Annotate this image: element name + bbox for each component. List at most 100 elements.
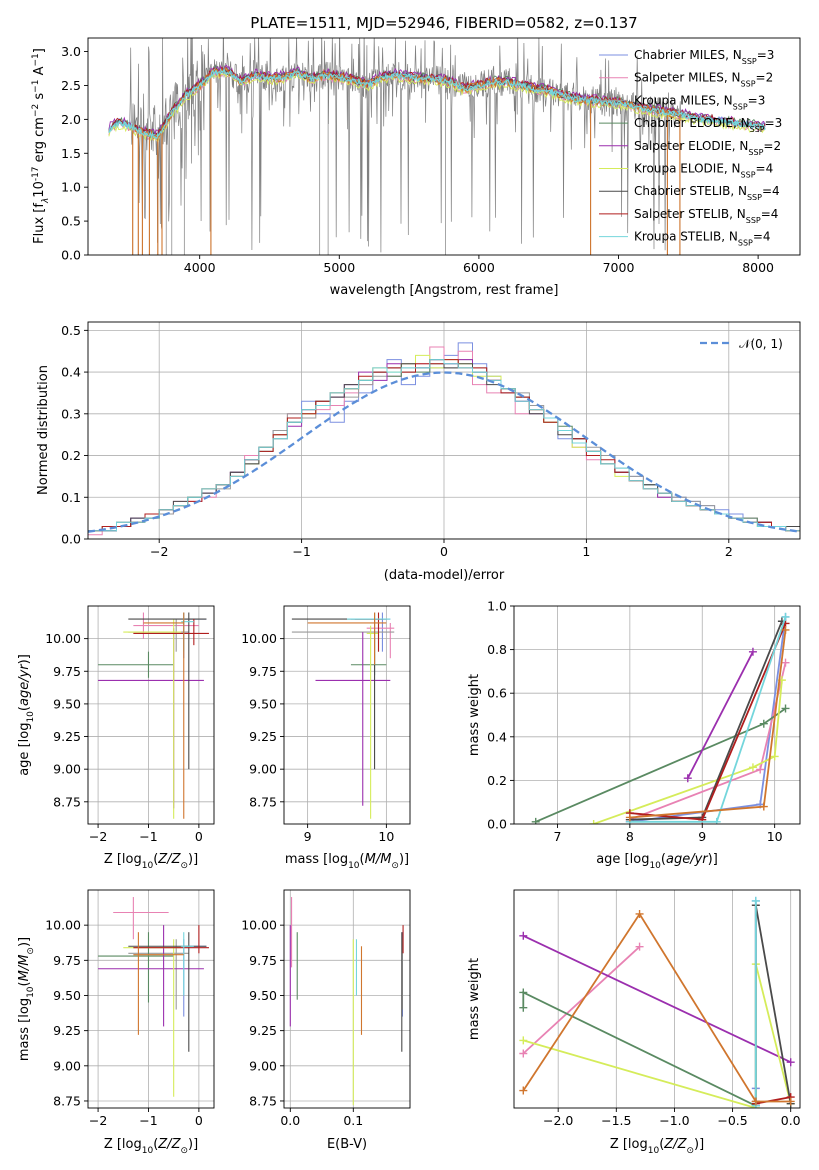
y-tick-label: 0.2 [61, 448, 81, 463]
legend-label: Kroupa ELODIE, NSSP=4 [634, 162, 773, 180]
x-tick-label: 7000 [603, 260, 635, 275]
x-tick-label: 6000 [463, 260, 495, 275]
legend-label: Chabrier ELODIE, NSSP=3 [634, 116, 782, 134]
weight-marker [683, 774, 692, 783]
model-spectrum-kroupa-elodie [108, 71, 766, 144]
axes-frame: 4000 5000 6000 7000 8000 0.0 0.5 1.0 1.5 2.0 2.5 3.… [31, 37, 801, 298]
y-tick-label: 9.00 [249, 762, 277, 777]
y-tick-label: 3.0 [61, 44, 81, 59]
weight-marker [770, 752, 779, 761]
x-tick-label: −1.5 [601, 1113, 631, 1128]
weight-series [522, 946, 641, 1055]
axes-frame: −2 −1 0 1 2 0.0 0.1 0.2 0.3 0.4 0.5 (data-model)/er… [36, 321, 801, 583]
weight-series [754, 905, 792, 1104]
plot-area [514, 606, 800, 824]
x-axis-label: (data-model)/error [384, 568, 505, 583]
axes-border [283, 889, 411, 1109]
weight-marker [712, 817, 721, 824]
y-tick-label: 0.5 [61, 323, 81, 338]
plot-area [88, 890, 214, 1108]
y-tick-label: 10.00 [45, 631, 81, 646]
age-vs-metallicity-panel: −2 −1 0 8.75 9.00 9.25 9.50 9.75 10.00 Z [log10(Z… [17, 605, 215, 871]
y-tick-label: 8.75 [53, 1093, 81, 1108]
weight-marker [756, 765, 765, 774]
x-tick-label: 5000 [323, 260, 355, 275]
legend-label: Chabrier STELIB, NSSP=4 [634, 184, 780, 202]
y-tick-label: 1.0 [61, 180, 81, 195]
model-spectrum-orange [129, 67, 682, 255]
mass-vs-metallicity-panel: −2 −1 0 8.75 9.00 9.25 9.50 9.75 10.00 Z [log10(Z… [17, 889, 215, 1156]
y-tick-label: 0.4 [61, 365, 81, 380]
y-tick-label: 10.00 [241, 918, 277, 933]
y-tick-label: 10.00 [241, 631, 277, 646]
residuals-panel: −2 −1 0 1 2 0.0 0.1 0.2 0.3 0.4 0.5 (data-model)/er… [36, 321, 801, 583]
weight-series [755, 1096, 791, 1105]
x-tick-label: −1 [139, 1113, 157, 1128]
y-tick-label: 9.50 [53, 696, 81, 711]
y-axis-label: age [log10(age/yr)] [17, 654, 36, 776]
y-tick-label: 0.6 [487, 686, 507, 701]
plot-area [519, 890, 795, 1108]
axes-border [513, 605, 801, 825]
y-tick-label: 2.5 [61, 78, 81, 93]
model-spectrum-top [108, 67, 766, 140]
y-tick-label: 8.75 [249, 794, 277, 809]
x-tick-label: 0.1 [343, 1113, 363, 1128]
axes-frame: −2 −1 0 8.75 9.00 9.25 9.50 9.75 10.00 Z [log10(Z… [17, 605, 215, 871]
y-tick-label: 9.75 [249, 664, 277, 679]
y-tick-label: 0.2 [487, 773, 507, 788]
legend-label: Salpeter MILES, NSSP=2 [634, 71, 773, 89]
legend-label: Salpeter STELIB, NSSP=4 [634, 207, 778, 225]
weight-marker [635, 909, 644, 918]
y-tick-label: 1.0 [487, 599, 507, 614]
y-tick-label: 9.25 [249, 1023, 277, 1038]
x-tick-label: −2 [89, 829, 107, 844]
axes-frame: 9 10 8.75 9.00 9.25 9.50 9.75 10.00 mass [log10(… [241, 605, 411, 871]
y-tick-label: 9.25 [53, 1023, 81, 1038]
weight-series [629, 616, 787, 823]
x-tick-label: −1 [139, 829, 157, 844]
x-tick-label: −2 [150, 544, 168, 559]
x-axis-label: Z [log10(Z/Z⊙)] [610, 1137, 704, 1156]
axes-border [283, 605, 411, 825]
weight-marker [759, 802, 768, 811]
y-tick-label: 0.0 [61, 248, 81, 263]
x-tick-label: 9 [698, 829, 706, 844]
axes-border [87, 889, 215, 1109]
weight-marker [751, 896, 760, 905]
weight-marker [759, 719, 768, 728]
legend-label: 𝒩(0, 1) [739, 337, 783, 351]
x-tick-label: 7 [553, 829, 561, 844]
plot-area [88, 606, 214, 824]
y-tick-label: 2.0 [61, 112, 81, 127]
observed-spectrum [108, 38, 766, 255]
weight-marker [589, 820, 598, 824]
axes-border [87, 605, 215, 825]
weight-marker [519, 1003, 528, 1012]
weight-marker [748, 647, 757, 656]
y-tick-label: 9.00 [53, 1058, 81, 1073]
age-vs-mass-panel: 9 10 8.75 9.00 9.25 9.50 9.75 10.00 mass [log10(… [241, 605, 411, 871]
axes-frame: 0.0 0.1 8.75 9.00 9.25 9.50 9.75 10.00 E(B-V) [241, 889, 411, 1152]
y-tick-label: 1.5 [61, 146, 81, 161]
figure-title: PLATE=1511, MJD=52946, FIBERID=0582, z=0… [250, 14, 637, 32]
x-tick-label: −1.0 [659, 1113, 689, 1128]
x-tick-label: 0 [195, 1113, 203, 1128]
weight-series [522, 912, 791, 1103]
legend: Chabrier MILES, NSSP=3 Salpeter MILES, NS… [599, 48, 782, 247]
x-tick-label: 2 [725, 544, 733, 559]
y-tick-label: 9.50 [249, 696, 277, 711]
y-tick-label: 0.0 [61, 532, 81, 547]
y-tick-label: 0.1 [61, 490, 81, 505]
y-tick-label: 0.8 [487, 642, 507, 657]
plot-area [284, 606, 410, 824]
y-tick-label: 0.5 [61, 214, 81, 229]
mass-vs-ebv-panel: 0.0 0.1 8.75 9.00 9.25 9.50 9.75 10.00 E(B-V) [241, 889, 411, 1152]
x-tick-label: 10 [767, 829, 783, 844]
weight-vs-metallicity-panel: −2.0 −1.5 −1.0 −0.5 0.0 mass weight Z [log10(Z… [467, 889, 801, 1156]
x-tick-label: 10 [378, 829, 394, 844]
weight-marker [748, 763, 757, 772]
y-axis-label: mass [log10(M/M⊙)] [17, 937, 36, 1061]
x-axis-label: E(B-V) [327, 1137, 367, 1152]
